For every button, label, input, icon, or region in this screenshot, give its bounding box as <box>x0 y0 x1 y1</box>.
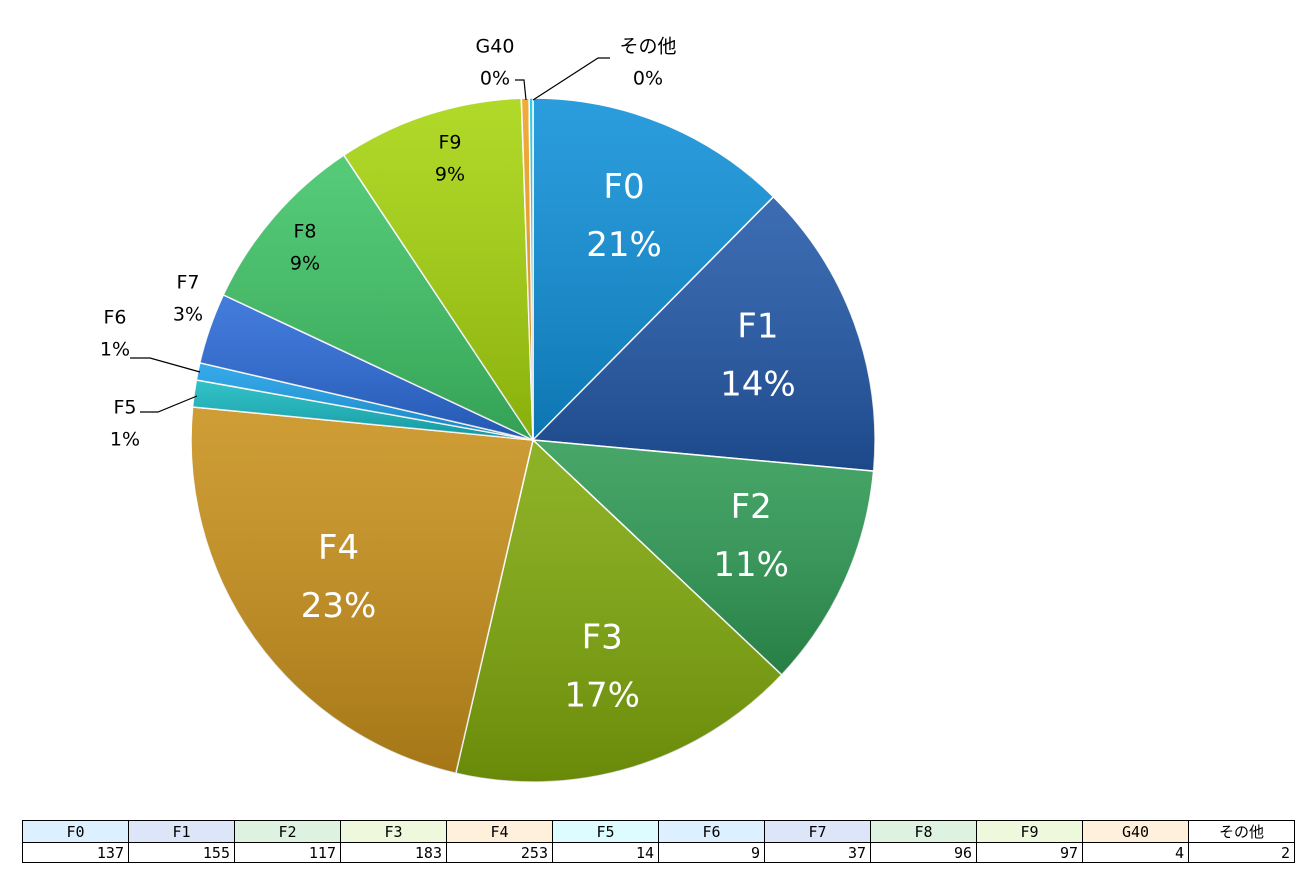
table-cell-その他: 2 <box>1188 842 1295 863</box>
leader-line-G40 <box>515 79 527 101</box>
slice-percent-F4: 23% <box>301 586 377 626</box>
table-value-row: 137 155 117 183 253 14 9 37 96 97 4 2 <box>22 842 1295 863</box>
slice-percent-その他: 0% <box>633 68 663 90</box>
slice-percent-F7: 3% <box>173 304 203 326</box>
slice-label-F6: F6 <box>103 307 126 329</box>
pie-chart: F0 21% F1 14% F2 11% F3 17% F4 23% F5 1% F6 1% F7 3% F8 9… <box>100 36 876 783</box>
table-header-F7: F7 <box>764 820 871 843</box>
slice-label-F2: F2 <box>731 487 772 527</box>
table-header-F1: F1 <box>128 820 235 843</box>
data-table: F0 F1 F2 F3 F4 F5 F6 F7 F8 F9 G40 その他 137 155 117 183 2… <box>22 820 1295 863</box>
table-header-G40: G40 <box>1082 820 1189 843</box>
table-header-F0: F0 <box>22 820 129 843</box>
table-cell-F9: 97 <box>976 842 1083 863</box>
pie-slice-shade-F7 <box>199 294 533 440</box>
slice-label-F9: F9 <box>438 132 461 154</box>
table-header-F8: F8 <box>870 820 977 843</box>
pie-slice-shade-F9 <box>343 98 533 440</box>
table-cell-F2: 117 <box>234 842 341 863</box>
table-cell-G40: 4 <box>1082 842 1189 863</box>
slice-percent-F3: 17% <box>564 676 640 716</box>
slice-percent-F2: 11% <box>713 545 789 585</box>
table-cell-F5: 14 <box>552 842 659 863</box>
slice-label-F0: F0 <box>603 167 644 207</box>
slice-percent-F9: 9% <box>435 164 465 186</box>
pie-slice-shade-F0 <box>533 98 774 440</box>
slice-label-G40: G40 <box>476 36 515 58</box>
slice-label-F7: F7 <box>176 272 199 294</box>
table-header-row: F0 F1 F2 F3 F4 F5 F6 F7 F8 F9 G40 その他 <box>22 820 1295 843</box>
slice-label-F5: F5 <box>113 397 136 419</box>
table-header-F5: F5 <box>552 820 659 843</box>
table-cell-F6: 9 <box>658 842 765 863</box>
table-cell-F3: 183 <box>340 842 447 863</box>
table-cell-F8: 96 <box>870 842 977 863</box>
table-header-F3: F3 <box>340 820 447 843</box>
table-cell-F0: 137 <box>22 842 129 863</box>
leader-line-その他 <box>532 57 610 101</box>
table-header-その他: その他 <box>1188 820 1295 843</box>
pie-slice-shade-F8 <box>223 155 533 440</box>
slice-percent-F5: 1% <box>110 429 140 451</box>
pie-slice-shade-F3 <box>455 440 782 783</box>
slice-percent-F6: 1% <box>100 339 130 361</box>
slice-percent-F8: 9% <box>290 253 320 275</box>
table-cell-F4: 253 <box>446 842 553 863</box>
table-cell-F7: 37 <box>764 842 871 863</box>
slice-label-F4: F4 <box>318 528 359 568</box>
slice-label-F1: F1 <box>737 306 778 346</box>
table-header-F4: F4 <box>446 820 553 843</box>
slice-label-F3: F3 <box>582 618 623 658</box>
pie-slice-shade-F2 <box>533 440 874 675</box>
leader-line-F6 <box>130 357 201 373</box>
leader-line-F5 <box>140 395 198 413</box>
table-header-F9: F9 <box>976 820 1083 843</box>
pie-slice-shade-F4 <box>190 406 534 774</box>
table-header-F2: F2 <box>234 820 341 843</box>
slice-percent-G40: 0% <box>480 68 510 90</box>
pie-slice-shade-F1 <box>533 196 875 472</box>
pie-slice-shade-その他 <box>529 97 533 441</box>
table-cell-F1: 155 <box>128 842 235 863</box>
slice-percent-F0: 21% <box>586 225 662 265</box>
table-header-F6: F6 <box>658 820 765 843</box>
slice-percent-F1: 14% <box>720 364 796 404</box>
slice-label-F8: F8 <box>293 221 316 243</box>
slice-label-その他: その他 <box>619 36 676 58</box>
